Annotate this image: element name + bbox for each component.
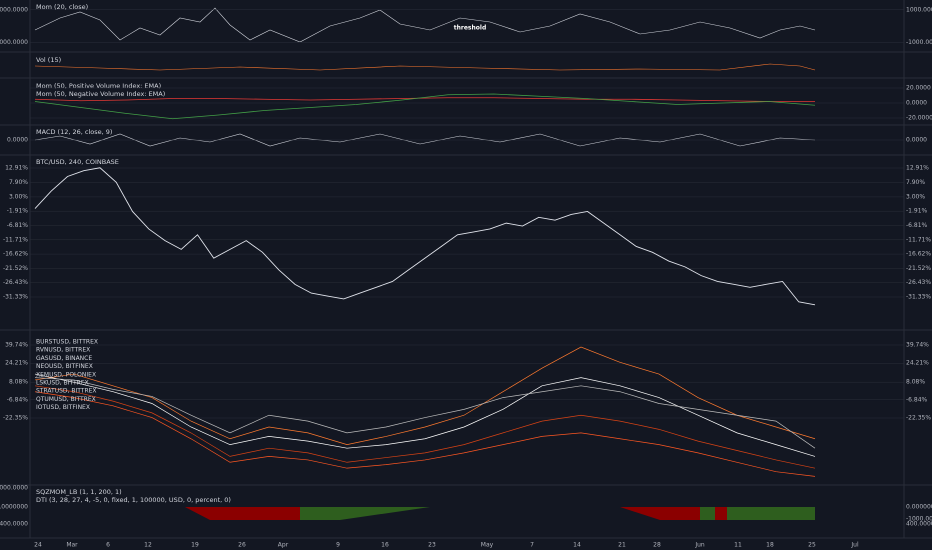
y-tick-label: -26.43% [906, 279, 931, 286]
y-tick-label: -6.81% [906, 222, 928, 229]
pane-label: Mom (20, close) [36, 3, 88, 11]
y-tick-label: 1000.0000 [0, 6, 28, 13]
y-tick-label: 12.91% [5, 165, 28, 172]
series-line [34, 373, 816, 457]
y-tick-label: -6.84% [7, 396, 29, 403]
y-tick-label: -21.52% [3, 265, 28, 272]
series-line [34, 167, 816, 306]
y-tick-label: 12.91% [906, 165, 929, 172]
symbol-label: BURSTUSD, BITTREX [36, 339, 98, 346]
symbol-label: IOTUSD, BITFINEX [36, 404, 90, 411]
y-tick-label: 39.74% [906, 341, 929, 348]
y-tick-label: 8.08% [9, 379, 28, 386]
x-tick-label: 7 [530, 542, 534, 549]
y-tick-label: 0.0000 [7, 137, 28, 144]
x-tick-label: 28 [653, 542, 661, 549]
y-tick-label: 0.0000 [906, 100, 927, 107]
y-tick-label: 7.90% [9, 179, 28, 186]
y-tick-label: -1.91% [7, 208, 29, 215]
series-line [34, 93, 816, 120]
y-tick-label: 20.0000 [906, 85, 931, 92]
y-tick-label: 8.08% [906, 379, 925, 386]
y-tick-label: -31.33% [906, 293, 931, 300]
y-tick-label: 0.0000 [906, 137, 927, 144]
x-tick-label: 14 [573, 542, 581, 549]
vol-trace [34, 63, 816, 71]
symbol-label: RVNUSD, BITTREX [36, 347, 90, 354]
x-tick-label: 25 [808, 542, 816, 549]
y-tick-label: 0.0000000 [0, 504, 28, 511]
series-line [34, 346, 816, 446]
y-tick-label: -22.35% [906, 415, 931, 422]
pane-label: Vol (15) [36, 56, 61, 64]
y-tick-label: -6.84% [906, 396, 928, 403]
y-tick-label: -1000.0000 [906, 516, 932, 523]
y-tick-label: -22.35% [3, 415, 28, 422]
y-tick-label: 24.21% [5, 360, 28, 367]
y-tick-label: 3.00% [9, 193, 28, 200]
symbol-label: QTUMUSD, BITTREX [36, 396, 96, 403]
x-tick-label: 6 [106, 542, 110, 549]
pane-label: Mom (50, Negative Volume Index: EMA) [36, 90, 165, 98]
y-tick-label: -11.71% [3, 236, 28, 243]
y-tick-label: -1000.0000 [0, 39, 28, 46]
y-tick-label: -16.62% [906, 251, 931, 258]
y-tick-label: -26.43% [3, 279, 28, 286]
x-tick-label: 21 [618, 542, 626, 549]
x-tick-label: 18 [766, 542, 774, 549]
y-tick-label: -1.91% [906, 208, 928, 215]
macd-trace [34, 133, 816, 147]
pane-label: BTC/USD, 240, COINBASE [36, 158, 119, 166]
symbol-label: GASUSD, BINANCE [36, 355, 92, 362]
annotation: threshold [454, 25, 486, 32]
x-tick-label: 23 [428, 542, 436, 549]
y-tick-label: -6.81% [7, 222, 29, 229]
x-tick-label: Apr [278, 542, 289, 549]
x-tick-label: 19 [191, 542, 199, 549]
y-tick-label: -20.0000 [906, 115, 932, 122]
x-tick-label: 24 [34, 542, 42, 549]
y-tick-label: 400.0000 [906, 521, 932, 528]
sqz-histogram [185, 507, 815, 520]
x-tick-label: 16 [381, 542, 389, 549]
y-tick-label: 1000.0000 [0, 485, 28, 492]
x-tick-label: May [481, 542, 494, 549]
pane-label: Mom (50, Positive Volume Index: EMA) [36, 82, 161, 90]
y-tick-label: 7.90% [906, 179, 925, 186]
y-tick-label: 3.00% [906, 193, 925, 200]
y-tick-label: -11.71% [906, 236, 931, 243]
y-tick-label: 1000.0000 [906, 6, 932, 13]
symbol-label: STRATUSD, BITTREX [36, 388, 97, 395]
series-line [34, 391, 816, 477]
y-tick-label: -1000.0000 [906, 39, 932, 46]
series-line [34, 97, 815, 102]
symbol-label: NEOUSD, BITFINEX [36, 363, 93, 370]
y-tick-label: 400.0000 [0, 521, 28, 528]
x-tick-label: 26 [238, 542, 246, 549]
y-tick-label: -16.62% [3, 251, 28, 258]
y-tick-label: 0.0000000 [906, 504, 932, 511]
y-tick-label: 39.74% [5, 341, 28, 348]
series-line [34, 377, 816, 449]
pane-label: MACD (12, 26, close, 9) [36, 128, 112, 136]
x-tick-label: 12 [144, 542, 152, 549]
x-tick-label: Mar [66, 542, 78, 549]
y-tick-label: 24.21% [906, 360, 929, 367]
pane-label: SQZMOM_LB (1, 1, 200, 1) [36, 488, 122, 496]
x-tick-label: 11 [734, 542, 742, 549]
symbol-label: LSKUSD, BITTREX [36, 380, 89, 387]
x-tick-label: Jun [694, 542, 705, 549]
y-tick-label: -21.52% [906, 265, 931, 272]
y-tick-label: -31.33% [3, 293, 28, 300]
pane-label: DTI (3, 28, 27, 4, -5, 0, fixed, 1, 1000… [36, 496, 231, 504]
symbol-label: XEMUSD, POLONIEX [36, 371, 96, 378]
series-line [34, 385, 816, 469]
x-tick-label: Jul [850, 542, 859, 549]
x-tick-label: 9 [336, 542, 340, 549]
